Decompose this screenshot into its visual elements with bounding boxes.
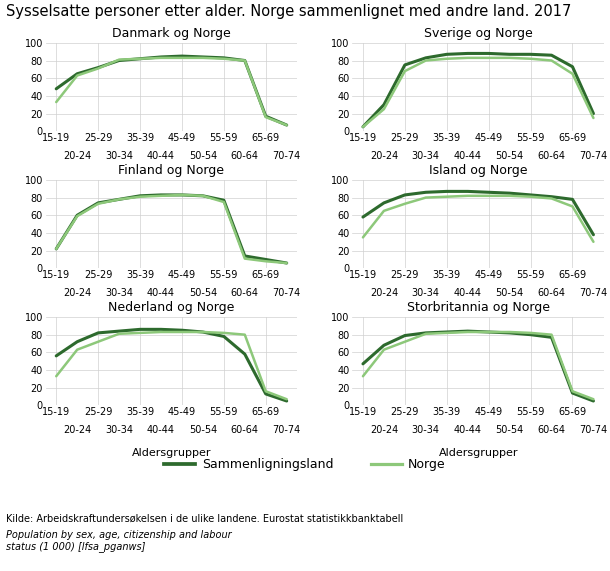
Text: 50-54: 50-54 [188, 425, 217, 435]
Text: 50-54: 50-54 [495, 288, 524, 298]
Title: Danmark og Norge: Danmark og Norge [112, 27, 231, 41]
Text: 50-54: 50-54 [188, 288, 217, 298]
Text: 70-74: 70-74 [580, 151, 608, 160]
Title: Island og Norge: Island og Norge [429, 164, 528, 178]
Text: 40-44: 40-44 [454, 288, 482, 298]
Text: 60-64: 60-64 [537, 425, 565, 435]
Text: 40-44: 40-44 [454, 425, 482, 435]
Text: 30-34: 30-34 [105, 288, 133, 298]
Legend: Sammenligningsland, Norge: Sammenligningsland, Norge [159, 453, 451, 476]
Text: 70-74: 70-74 [580, 288, 608, 298]
Text: 60-64: 60-64 [231, 425, 259, 435]
Text: Kilde: Arbeidskraftundersøkelsen i de ulike landene. Eurostat statistikkbanktabe: Kilde: Arbeidskraftundersøkelsen i de ul… [6, 514, 406, 524]
Text: 50-54: 50-54 [188, 151, 217, 160]
Text: 30-34: 30-34 [412, 425, 440, 435]
Text: Aldersgrupper: Aldersgrupper [439, 448, 518, 459]
Text: 70-74: 70-74 [273, 151, 301, 160]
Text: 30-34: 30-34 [105, 425, 133, 435]
Text: Population by sex, age, citizenship and labour
status (1 000) [lfsa_pganws]: Population by sex, age, citizenship and … [6, 530, 232, 552]
Text: 20-24: 20-24 [370, 151, 398, 160]
Text: 20-24: 20-24 [63, 288, 92, 298]
Text: 70-74: 70-74 [273, 425, 301, 435]
Title: Nederland og Norge: Nederland og Norge [108, 301, 235, 315]
Text: 40-44: 40-44 [454, 151, 482, 160]
Title: Storbritannia og Norge: Storbritannia og Norge [407, 301, 550, 315]
Text: 20-24: 20-24 [63, 425, 92, 435]
Title: Sverige og Norge: Sverige og Norge [424, 27, 533, 41]
Text: 30-34: 30-34 [412, 288, 440, 298]
Text: Aldersgrupper: Aldersgrupper [132, 448, 211, 459]
Text: 60-64: 60-64 [537, 288, 565, 298]
Text: 40-44: 40-44 [147, 425, 175, 435]
Text: 70-74: 70-74 [580, 425, 608, 435]
Text: 60-64: 60-64 [231, 151, 259, 160]
Text: 40-44: 40-44 [147, 288, 175, 298]
Text: 20-24: 20-24 [63, 151, 92, 160]
Text: 60-64: 60-64 [231, 288, 259, 298]
Text: 40-44: 40-44 [147, 151, 175, 160]
Text: 20-24: 20-24 [370, 425, 398, 435]
Text: 70-74: 70-74 [273, 288, 301, 298]
Text: 20-24: 20-24 [370, 288, 398, 298]
Title: Finland og Norge: Finland og Norge [118, 164, 224, 178]
Text: 50-54: 50-54 [495, 151, 524, 160]
Text: Sysselsatte personer etter alder. Norge sammenlignet med andre land. 2017: Sysselsatte personer etter alder. Norge … [6, 4, 572, 19]
Text: 60-64: 60-64 [537, 151, 565, 160]
Text: 30-34: 30-34 [105, 151, 133, 160]
Text: 50-54: 50-54 [495, 425, 524, 435]
Text: 30-34: 30-34 [412, 151, 440, 160]
